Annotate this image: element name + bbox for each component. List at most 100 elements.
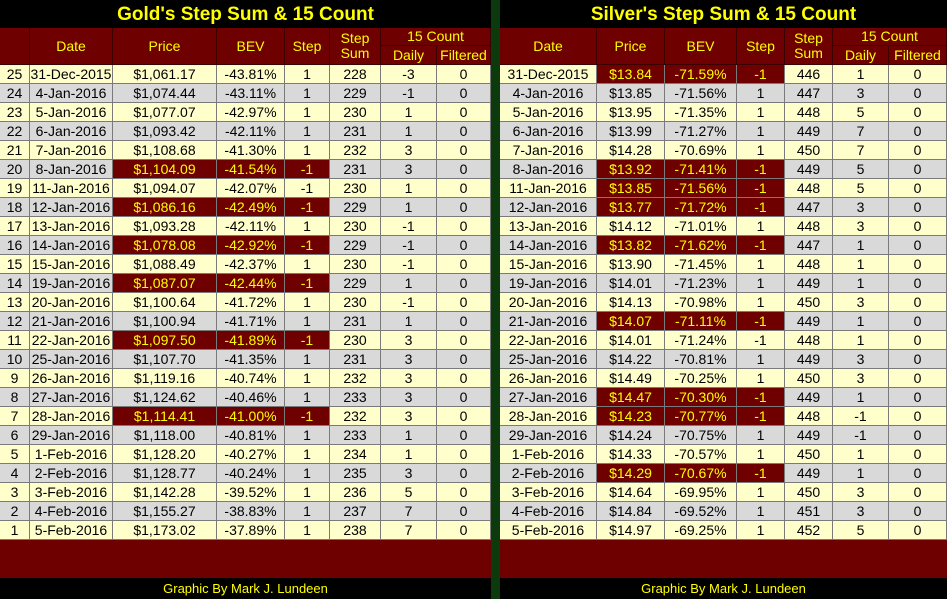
table-cell: 1 bbox=[381, 122, 437, 141]
table-cell: 452 bbox=[785, 521, 833, 540]
table-cell: 236 bbox=[330, 483, 381, 502]
table-cell: 1 bbox=[381, 179, 437, 198]
table-cell: 448 bbox=[785, 255, 833, 274]
table-cell: 6-Jan-2016 bbox=[30, 122, 113, 141]
table-cell: $14.29 bbox=[597, 464, 665, 483]
header-cell: Step Sum bbox=[785, 28, 833, 65]
table-cell: -70.57% bbox=[665, 445, 737, 464]
table-cell: $14.33 bbox=[597, 445, 665, 464]
table-cell: 3 bbox=[833, 369, 889, 388]
table-cell: $1,142.28 bbox=[113, 483, 217, 502]
table-cell: 22-Jan-2016 bbox=[500, 331, 597, 350]
table-cell: 1 bbox=[833, 388, 889, 407]
table-cell: 1 bbox=[833, 255, 889, 274]
table-cell: 1 bbox=[737, 350, 785, 369]
table-cell: $1,114.41 bbox=[113, 407, 217, 426]
table-cell: 450 bbox=[785, 141, 833, 160]
table-cell: 1 bbox=[285, 217, 330, 236]
table-cell: -42.11% bbox=[217, 122, 285, 141]
table-cell: 1 bbox=[737, 217, 785, 236]
table-cell: 0 bbox=[889, 312, 947, 331]
table-cell: 11-Jan-2016 bbox=[500, 179, 597, 198]
table-cell: 1 bbox=[833, 236, 889, 255]
table-cell: -1 bbox=[381, 84, 437, 103]
table-cell: 6 bbox=[0, 426, 30, 445]
table-cell: 4-Jan-2016 bbox=[30, 84, 113, 103]
table-cell: 1 bbox=[737, 255, 785, 274]
table-cell: 228 bbox=[330, 65, 381, 84]
table-cell: 448 bbox=[785, 217, 833, 236]
table-cell: 231 bbox=[330, 122, 381, 141]
table-cell: -1 bbox=[285, 198, 330, 217]
table-cell: 3-Feb-2016 bbox=[500, 483, 597, 502]
table-cell: -1 bbox=[737, 407, 785, 426]
table-cell: 230 bbox=[330, 255, 381, 274]
table-cell: -1 bbox=[833, 426, 889, 445]
header-cell: Step bbox=[737, 28, 785, 65]
table-cell: 233 bbox=[330, 426, 381, 445]
table-cell: -71.35% bbox=[665, 103, 737, 122]
table-cell: 0 bbox=[437, 502, 491, 521]
table-cell: 1 bbox=[285, 445, 330, 464]
table-cell: 1 bbox=[737, 502, 785, 521]
table-cell: 0 bbox=[889, 445, 947, 464]
table-cell: 3 bbox=[833, 350, 889, 369]
table-cell: 5 bbox=[833, 521, 889, 540]
table-cell: -42.07% bbox=[217, 179, 285, 198]
table-cell: 15 bbox=[0, 255, 30, 274]
table-cell: 449 bbox=[785, 274, 833, 293]
table-cell: 230 bbox=[330, 179, 381, 198]
table-cell: -69.95% bbox=[665, 483, 737, 502]
table-cell: $13.82 bbox=[597, 236, 665, 255]
divider bbox=[491, 0, 500, 599]
table-cell: 0 bbox=[437, 407, 491, 426]
table-cell: -1 bbox=[285, 407, 330, 426]
table-cell: 31-Dec-2015 bbox=[30, 65, 113, 84]
table-cell: 0 bbox=[889, 407, 947, 426]
table-cell: $1,124.62 bbox=[113, 388, 217, 407]
table-cell: 235 bbox=[330, 464, 381, 483]
table-cell: 0 bbox=[889, 464, 947, 483]
table-cell: 19-Jan-2016 bbox=[30, 274, 113, 293]
table-cell: 231 bbox=[330, 160, 381, 179]
table-cell: 13-Jan-2016 bbox=[30, 217, 113, 236]
table-cell: 8-Jan-2016 bbox=[30, 160, 113, 179]
table-cell: 451 bbox=[785, 502, 833, 521]
table-cell: -1 bbox=[285, 160, 330, 179]
table-cell: $1,173.02 bbox=[113, 521, 217, 540]
table-cell: -38.83% bbox=[217, 502, 285, 521]
table-cell: 447 bbox=[785, 236, 833, 255]
header-cell: Price bbox=[113, 28, 217, 65]
table-cell: 0 bbox=[437, 350, 491, 369]
table-cell: 0 bbox=[437, 179, 491, 198]
table-cell: $13.84 bbox=[597, 65, 665, 84]
table-cell: 13-Jan-2016 bbox=[500, 217, 597, 236]
table-cell: 19 bbox=[0, 179, 30, 198]
table-cell: 0 bbox=[889, 502, 947, 521]
table-cell: 0 bbox=[889, 369, 947, 388]
table-cell: 28-Jan-2016 bbox=[500, 407, 597, 426]
table-cell: $1,086.16 bbox=[113, 198, 217, 217]
filler bbox=[500, 540, 947, 578]
table-cell: 29-Jan-2016 bbox=[30, 426, 113, 445]
table-cell: 12 bbox=[0, 312, 30, 331]
table-cell: 1 bbox=[737, 483, 785, 502]
table-cell: -42.37% bbox=[217, 255, 285, 274]
table-cell: 4-Feb-2016 bbox=[30, 502, 113, 521]
table-cell: -71.56% bbox=[665, 84, 737, 103]
table-cell: -71.41% bbox=[665, 160, 737, 179]
table-cell: -1 bbox=[737, 312, 785, 331]
table-cell: $1,128.20 bbox=[113, 445, 217, 464]
table-cell: 0 bbox=[437, 65, 491, 84]
table-cell: 17 bbox=[0, 217, 30, 236]
filler bbox=[0, 540, 491, 578]
table-cell: 0 bbox=[889, 217, 947, 236]
table-cell: 0 bbox=[437, 464, 491, 483]
table-cell: $14.49 bbox=[597, 369, 665, 388]
header-cell: BEV bbox=[217, 28, 285, 65]
table-cell: 0 bbox=[889, 274, 947, 293]
table-cell: 0 bbox=[437, 331, 491, 350]
table-cell: -71.72% bbox=[665, 198, 737, 217]
table-cell: 1-Feb-2016 bbox=[500, 445, 597, 464]
table-cell: 5 bbox=[833, 179, 889, 198]
